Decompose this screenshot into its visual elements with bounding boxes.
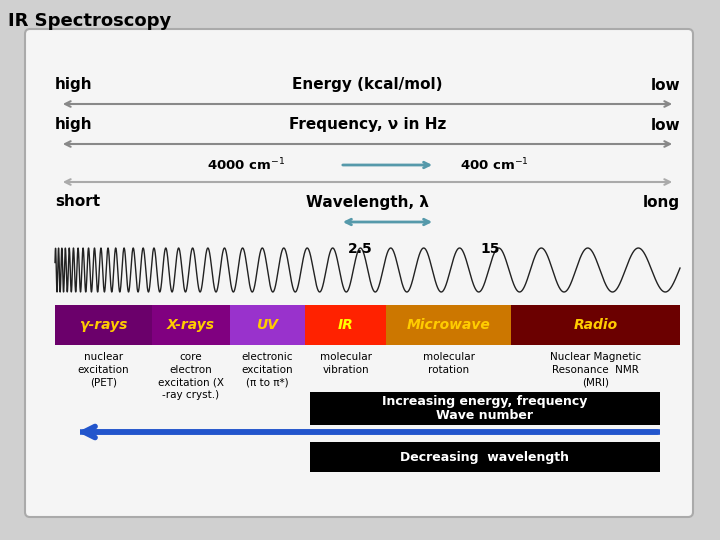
Bar xyxy=(310,442,660,472)
Text: 2.5: 2.5 xyxy=(348,242,372,256)
Text: IR: IR xyxy=(338,318,354,332)
Text: Nuclear Magnetic
Resonance  NMR
(MRI): Nuclear Magnetic Resonance NMR (MRI) xyxy=(550,352,642,388)
Text: nuclear
excitation
(PET): nuclear excitation (PET) xyxy=(78,352,130,388)
Text: Increasing energy, frequency: Increasing energy, frequency xyxy=(382,395,588,408)
Text: 15: 15 xyxy=(480,242,500,256)
Bar xyxy=(386,305,511,345)
Text: Wave number: Wave number xyxy=(436,409,534,422)
Bar xyxy=(310,392,660,425)
Text: Radio: Radio xyxy=(574,318,618,332)
Text: 4000 cm$^{-1}$: 4000 cm$^{-1}$ xyxy=(207,157,285,173)
Text: X-rays: X-rays xyxy=(167,318,215,332)
Text: IR Spectroscopy: IR Spectroscopy xyxy=(8,12,171,30)
Text: low: low xyxy=(650,118,680,132)
Text: electronic
excitation
(π to π*): electronic excitation (π to π*) xyxy=(242,352,293,388)
Text: UV: UV xyxy=(256,318,279,332)
FancyBboxPatch shape xyxy=(25,29,693,517)
Text: high: high xyxy=(55,78,93,92)
Text: long: long xyxy=(643,194,680,210)
Bar xyxy=(511,305,680,345)
Text: molecular
vibration: molecular vibration xyxy=(320,352,372,375)
Text: Microwave: Microwave xyxy=(407,318,490,332)
Text: low: low xyxy=(650,78,680,92)
Text: molecular
rotation: molecular rotation xyxy=(423,352,474,375)
Text: high: high xyxy=(55,118,93,132)
Bar xyxy=(55,305,152,345)
Bar xyxy=(230,305,305,345)
Bar xyxy=(152,305,230,345)
Text: Wavelength, λ: Wavelength, λ xyxy=(306,194,429,210)
Text: Energy (kcal/mol): Energy (kcal/mol) xyxy=(292,78,443,92)
Text: 400 cm$^{-1}$: 400 cm$^{-1}$ xyxy=(460,157,528,173)
Text: short: short xyxy=(55,194,100,210)
Text: γ-rays: γ-rays xyxy=(79,318,127,332)
Text: Frequency, ν in Hz: Frequency, ν in Hz xyxy=(289,118,446,132)
Bar xyxy=(305,305,386,345)
Text: Decreasing  wavelength: Decreasing wavelength xyxy=(400,450,570,463)
Text: core
electron
excitation (X
-ray cryst.): core electron excitation (X -ray cryst.) xyxy=(158,352,224,400)
